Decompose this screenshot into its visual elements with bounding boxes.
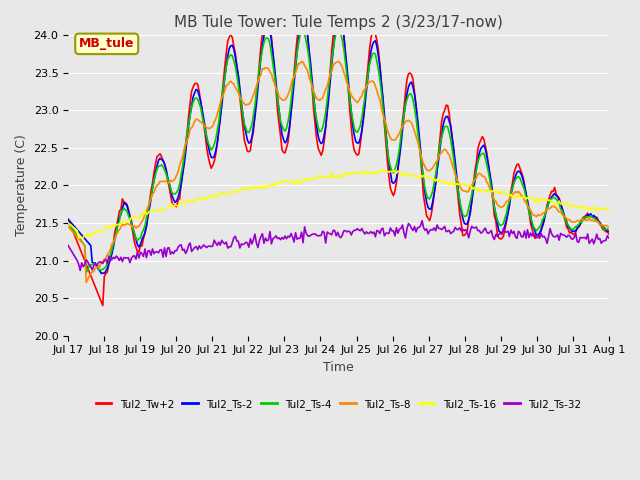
Tul2_Tw+2 bbox=[245, 149, 253, 155]
Tul2_Ts-32 bbox=[64, 243, 72, 249]
Tul2_Ts-8 bbox=[605, 224, 612, 229]
Tul2_Ts-32 bbox=[132, 256, 140, 262]
Tul2_Ts-8 bbox=[83, 280, 90, 286]
Tul2_Ts-8 bbox=[304, 68, 312, 74]
Tul2_Ts-4 bbox=[227, 52, 235, 58]
Tul2_Tw+2 bbox=[227, 32, 235, 38]
Tul2_Ts-4 bbox=[83, 270, 90, 276]
Tul2_Ts-8 bbox=[245, 101, 253, 107]
Line: Tul2_Ts-32: Tul2_Ts-32 bbox=[68, 221, 609, 270]
Tul2_Ts-32 bbox=[302, 230, 310, 236]
Tul2_Tw+2 bbox=[334, 0, 342, 5]
Tul2_Ts-4 bbox=[335, 26, 343, 32]
Tul2_Ts-8 bbox=[227, 78, 235, 84]
Tul2_Ts-2 bbox=[254, 86, 262, 92]
Tul2_Tw+2 bbox=[302, 21, 310, 26]
Tul2_Ts-8 bbox=[64, 224, 72, 229]
Tul2_Ts-16 bbox=[379, 167, 387, 172]
Tul2_Ts-4 bbox=[132, 235, 140, 241]
Tul2_Ts-2 bbox=[605, 228, 612, 234]
Tul2_Ts-16 bbox=[64, 220, 72, 226]
Line: Tul2_Ts-16: Tul2_Ts-16 bbox=[68, 169, 609, 238]
Tul2_Tw+2 bbox=[605, 231, 612, 237]
Tul2_Ts-2 bbox=[245, 140, 253, 146]
Tul2_Ts-8 bbox=[132, 225, 140, 231]
Tul2_Tw+2 bbox=[254, 78, 262, 84]
Tul2_Ts-2 bbox=[578, 218, 586, 224]
Tul2_Ts-16 bbox=[78, 235, 86, 241]
Tul2_Ts-16 bbox=[254, 184, 262, 190]
Tul2_Ts-4 bbox=[64, 220, 72, 226]
Y-axis label: Temperature (C): Temperature (C) bbox=[15, 134, 28, 237]
Tul2_Ts-2 bbox=[302, 24, 310, 30]
Line: Tul2_Ts-8: Tul2_Ts-8 bbox=[68, 61, 609, 283]
Tul2_Ts-4 bbox=[605, 227, 612, 233]
Title: MB Tule Tower: Tule Temps 2 (3/23/17-now): MB Tule Tower: Tule Temps 2 (3/23/17-now… bbox=[174, 15, 503, 30]
Tul2_Ts-2 bbox=[335, 14, 343, 20]
Text: MB_tule: MB_tule bbox=[79, 37, 134, 50]
Tul2_Ts-32 bbox=[418, 218, 426, 224]
Line: Tul2_Ts-2: Tul2_Ts-2 bbox=[68, 17, 609, 274]
Legend: Tul2_Tw+2, Tul2_Ts-2, Tul2_Ts-4, Tul2_Ts-8, Tul2_Ts-16, Tul2_Ts-32: Tul2_Tw+2, Tul2_Ts-2, Tul2_Ts-4, Tul2_Ts… bbox=[92, 395, 586, 414]
Tul2_Ts-16 bbox=[605, 206, 612, 212]
Tul2_Ts-4 bbox=[302, 38, 310, 44]
Tul2_Ts-32 bbox=[605, 235, 612, 241]
Tul2_Tw+2 bbox=[99, 303, 107, 309]
Tul2_Ts-16 bbox=[245, 185, 253, 191]
Tul2_Ts-8 bbox=[298, 59, 305, 64]
X-axis label: Time: Time bbox=[323, 361, 354, 374]
Tul2_Ts-8 bbox=[578, 216, 586, 222]
Tul2_Ts-32 bbox=[245, 244, 253, 250]
Tul2_Ts-16 bbox=[302, 177, 310, 183]
Line: Tul2_Ts-4: Tul2_Ts-4 bbox=[68, 29, 609, 273]
Tul2_Ts-32 bbox=[227, 244, 235, 250]
Tul2_Ts-2 bbox=[227, 43, 235, 48]
Tul2_Ts-16 bbox=[578, 204, 586, 210]
Tul2_Tw+2 bbox=[578, 217, 586, 223]
Tul2_Ts-4 bbox=[245, 130, 253, 135]
Tul2_Ts-16 bbox=[132, 213, 140, 219]
Tul2_Tw+2 bbox=[64, 216, 72, 222]
Tul2_Ts-8 bbox=[254, 79, 262, 85]
Tul2_Ts-32 bbox=[578, 235, 586, 241]
Tul2_Ts-2 bbox=[97, 271, 105, 276]
Line: Tul2_Tw+2: Tul2_Tw+2 bbox=[68, 2, 609, 306]
Tul2_Ts-4 bbox=[578, 220, 586, 226]
Tul2_Ts-32 bbox=[254, 245, 262, 251]
Tul2_Ts-2 bbox=[64, 216, 72, 222]
Tul2_Ts-32 bbox=[76, 267, 84, 273]
Tul2_Tw+2 bbox=[132, 244, 140, 250]
Tul2_Ts-16 bbox=[227, 189, 235, 195]
Tul2_Ts-2 bbox=[132, 236, 140, 242]
Tul2_Ts-4 bbox=[254, 78, 262, 84]
